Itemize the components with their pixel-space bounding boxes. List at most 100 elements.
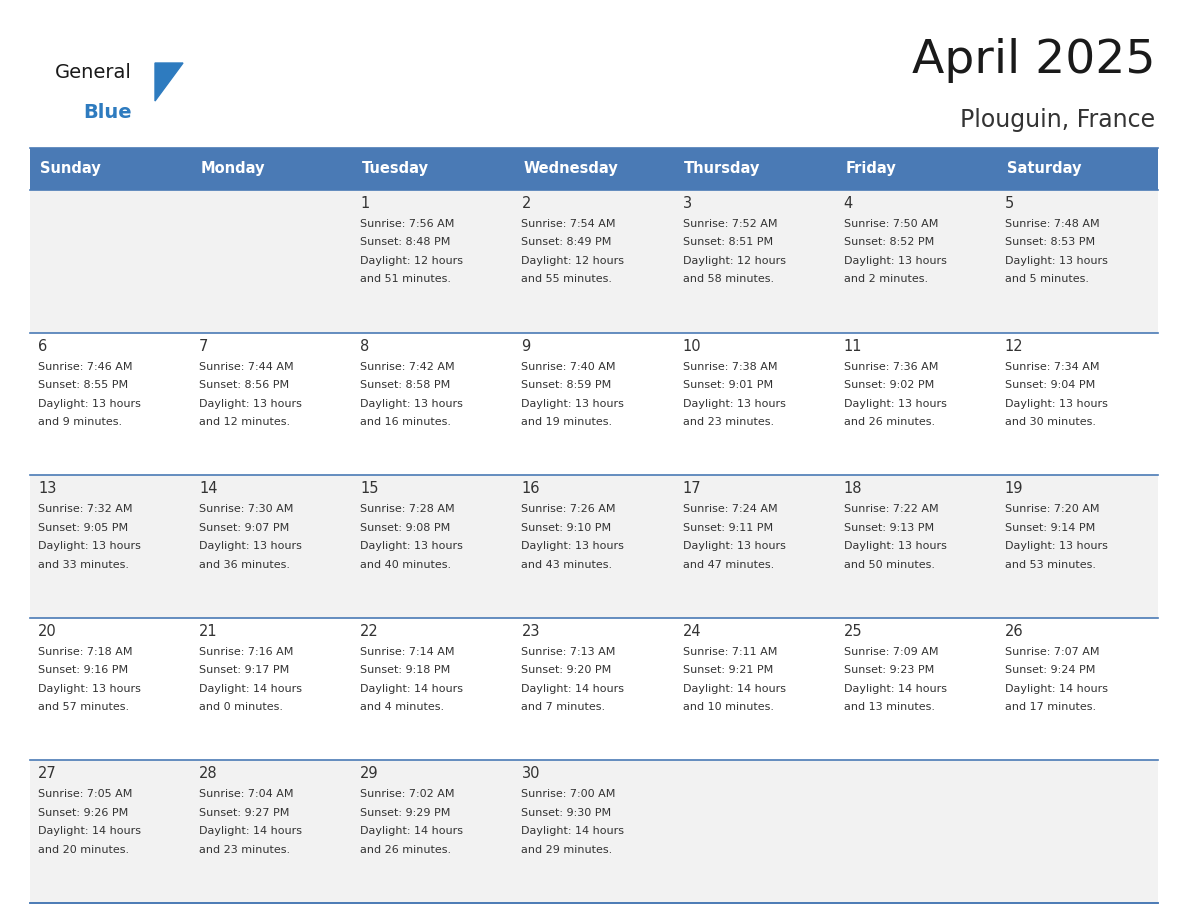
Text: Plouguin, France: Plouguin, France (960, 108, 1155, 132)
Text: Sunset: 8:56 PM: Sunset: 8:56 PM (200, 380, 290, 390)
Text: Daylight: 13 hours: Daylight: 13 hours (843, 256, 947, 266)
Text: Sunrise: 7:14 AM: Sunrise: 7:14 AM (360, 647, 455, 656)
Text: 23: 23 (522, 624, 541, 639)
Bar (513, 190, 675, 332)
Bar (675, 332, 835, 476)
Text: 20: 20 (38, 624, 57, 639)
Text: 30: 30 (522, 767, 541, 781)
Text: Sunrise: 7:02 AM: Sunrise: 7:02 AM (360, 789, 455, 800)
Text: Sunset: 9:26 PM: Sunset: 9:26 PM (38, 808, 128, 818)
Text: and 57 minutes.: and 57 minutes. (38, 702, 129, 712)
Text: Daylight: 14 hours: Daylight: 14 hours (360, 826, 463, 836)
Bar (353, 190, 513, 332)
Text: Sunset: 9:17 PM: Sunset: 9:17 PM (200, 666, 290, 676)
Text: Sunrise: 7:26 AM: Sunrise: 7:26 AM (522, 504, 617, 514)
Bar (30, 476, 191, 618)
Text: Sunday: Sunday (39, 162, 101, 176)
Text: Sunrise: 7:00 AM: Sunrise: 7:00 AM (522, 789, 615, 800)
Text: Sunset: 8:51 PM: Sunset: 8:51 PM (683, 238, 772, 248)
Text: Sunset: 8:55 PM: Sunset: 8:55 PM (38, 380, 128, 390)
Text: 22: 22 (360, 624, 379, 639)
Text: 25: 25 (843, 624, 862, 639)
Text: General: General (55, 63, 132, 82)
Bar (30, 760, 191, 903)
Text: 5: 5 (1005, 196, 1015, 211)
Bar (675, 190, 835, 332)
Text: 21: 21 (200, 624, 217, 639)
Text: Daylight: 13 hours: Daylight: 13 hours (1005, 398, 1107, 409)
Text: 27: 27 (38, 767, 57, 781)
Text: Sunset: 8:53 PM: Sunset: 8:53 PM (1005, 238, 1095, 248)
Text: Daylight: 14 hours: Daylight: 14 hours (38, 826, 141, 836)
Text: Sunset: 9:20 PM: Sunset: 9:20 PM (522, 666, 612, 676)
Text: Sunset: 9:30 PM: Sunset: 9:30 PM (522, 808, 612, 818)
Text: Sunrise: 7:48 AM: Sunrise: 7:48 AM (1005, 219, 1100, 229)
Text: Sunrise: 7:40 AM: Sunrise: 7:40 AM (522, 362, 617, 372)
Bar (30, 332, 191, 476)
Text: Sunrise: 7:32 AM: Sunrise: 7:32 AM (38, 504, 133, 514)
Text: and 12 minutes.: and 12 minutes. (200, 417, 290, 427)
Bar (675, 760, 835, 903)
Text: and 26 minutes.: and 26 minutes. (360, 845, 451, 855)
Text: and 19 minutes.: and 19 minutes. (522, 417, 613, 427)
Text: and 47 minutes.: and 47 minutes. (683, 560, 773, 570)
Text: and 16 minutes.: and 16 minutes. (360, 417, 451, 427)
Text: Sunrise: 7:54 AM: Sunrise: 7:54 AM (522, 219, 617, 229)
Text: Daylight: 14 hours: Daylight: 14 hours (522, 826, 625, 836)
Text: Daylight: 13 hours: Daylight: 13 hours (360, 398, 463, 409)
Text: and 4 minutes.: and 4 minutes. (360, 702, 444, 712)
Text: 6: 6 (38, 339, 48, 353)
Text: Sunset: 9:07 PM: Sunset: 9:07 PM (200, 522, 290, 532)
Text: and 0 minutes.: and 0 minutes. (200, 702, 283, 712)
Text: Daylight: 12 hours: Daylight: 12 hours (522, 256, 625, 266)
Text: Daylight: 13 hours: Daylight: 13 hours (200, 542, 302, 551)
Text: Sunrise: 7:28 AM: Sunrise: 7:28 AM (360, 504, 455, 514)
Text: Daylight: 13 hours: Daylight: 13 hours (38, 542, 141, 551)
Text: and 55 minutes.: and 55 minutes. (522, 274, 613, 285)
Bar (191, 760, 353, 903)
Bar (191, 618, 353, 760)
Text: Daylight: 14 hours: Daylight: 14 hours (683, 684, 785, 694)
Bar (513, 476, 675, 618)
Text: Sunset: 9:04 PM: Sunset: 9:04 PM (1005, 380, 1095, 390)
Text: and 58 minutes.: and 58 minutes. (683, 274, 773, 285)
Text: and 2 minutes.: and 2 minutes. (843, 274, 928, 285)
Text: 4: 4 (843, 196, 853, 211)
Text: and 53 minutes.: and 53 minutes. (1005, 560, 1095, 570)
Text: Daylight: 13 hours: Daylight: 13 hours (843, 398, 947, 409)
Text: 14: 14 (200, 481, 217, 497)
Text: Sunset: 9:05 PM: Sunset: 9:05 PM (38, 522, 128, 532)
Text: 12: 12 (1005, 339, 1024, 353)
Text: 29: 29 (360, 767, 379, 781)
Text: 9: 9 (522, 339, 531, 353)
Text: Sunset: 9:21 PM: Sunset: 9:21 PM (683, 666, 773, 676)
Text: and 40 minutes.: and 40 minutes. (360, 560, 451, 570)
Bar (835, 476, 997, 618)
Text: and 36 minutes.: and 36 minutes. (200, 560, 290, 570)
Text: Sunset: 8:48 PM: Sunset: 8:48 PM (360, 238, 450, 248)
Text: Sunset: 9:27 PM: Sunset: 9:27 PM (200, 808, 290, 818)
Text: and 10 minutes.: and 10 minutes. (683, 702, 773, 712)
Bar (835, 760, 997, 903)
Bar (191, 476, 353, 618)
Text: Daylight: 13 hours: Daylight: 13 hours (1005, 542, 1107, 551)
Bar (30, 148, 1158, 190)
Text: and 20 minutes.: and 20 minutes. (38, 845, 129, 855)
Text: Sunset: 9:02 PM: Sunset: 9:02 PM (843, 380, 934, 390)
Text: Daylight: 13 hours: Daylight: 13 hours (360, 542, 463, 551)
Text: and 33 minutes.: and 33 minutes. (38, 560, 129, 570)
Text: Sunrise: 7:05 AM: Sunrise: 7:05 AM (38, 789, 132, 800)
Text: Thursday: Thursday (684, 162, 760, 176)
Text: Daylight: 14 hours: Daylight: 14 hours (200, 684, 302, 694)
Text: Daylight: 13 hours: Daylight: 13 hours (683, 398, 785, 409)
Text: Sunrise: 7:44 AM: Sunrise: 7:44 AM (200, 362, 293, 372)
Text: April 2025: April 2025 (911, 38, 1155, 83)
Bar (353, 760, 513, 903)
Bar (513, 618, 675, 760)
Bar (30, 190, 191, 332)
Text: Sunrise: 7:30 AM: Sunrise: 7:30 AM (200, 504, 293, 514)
Text: and 9 minutes.: and 9 minutes. (38, 417, 122, 427)
Text: Sunrise: 7:24 AM: Sunrise: 7:24 AM (683, 504, 777, 514)
Text: Sunrise: 7:04 AM: Sunrise: 7:04 AM (200, 789, 293, 800)
Bar (997, 760, 1158, 903)
